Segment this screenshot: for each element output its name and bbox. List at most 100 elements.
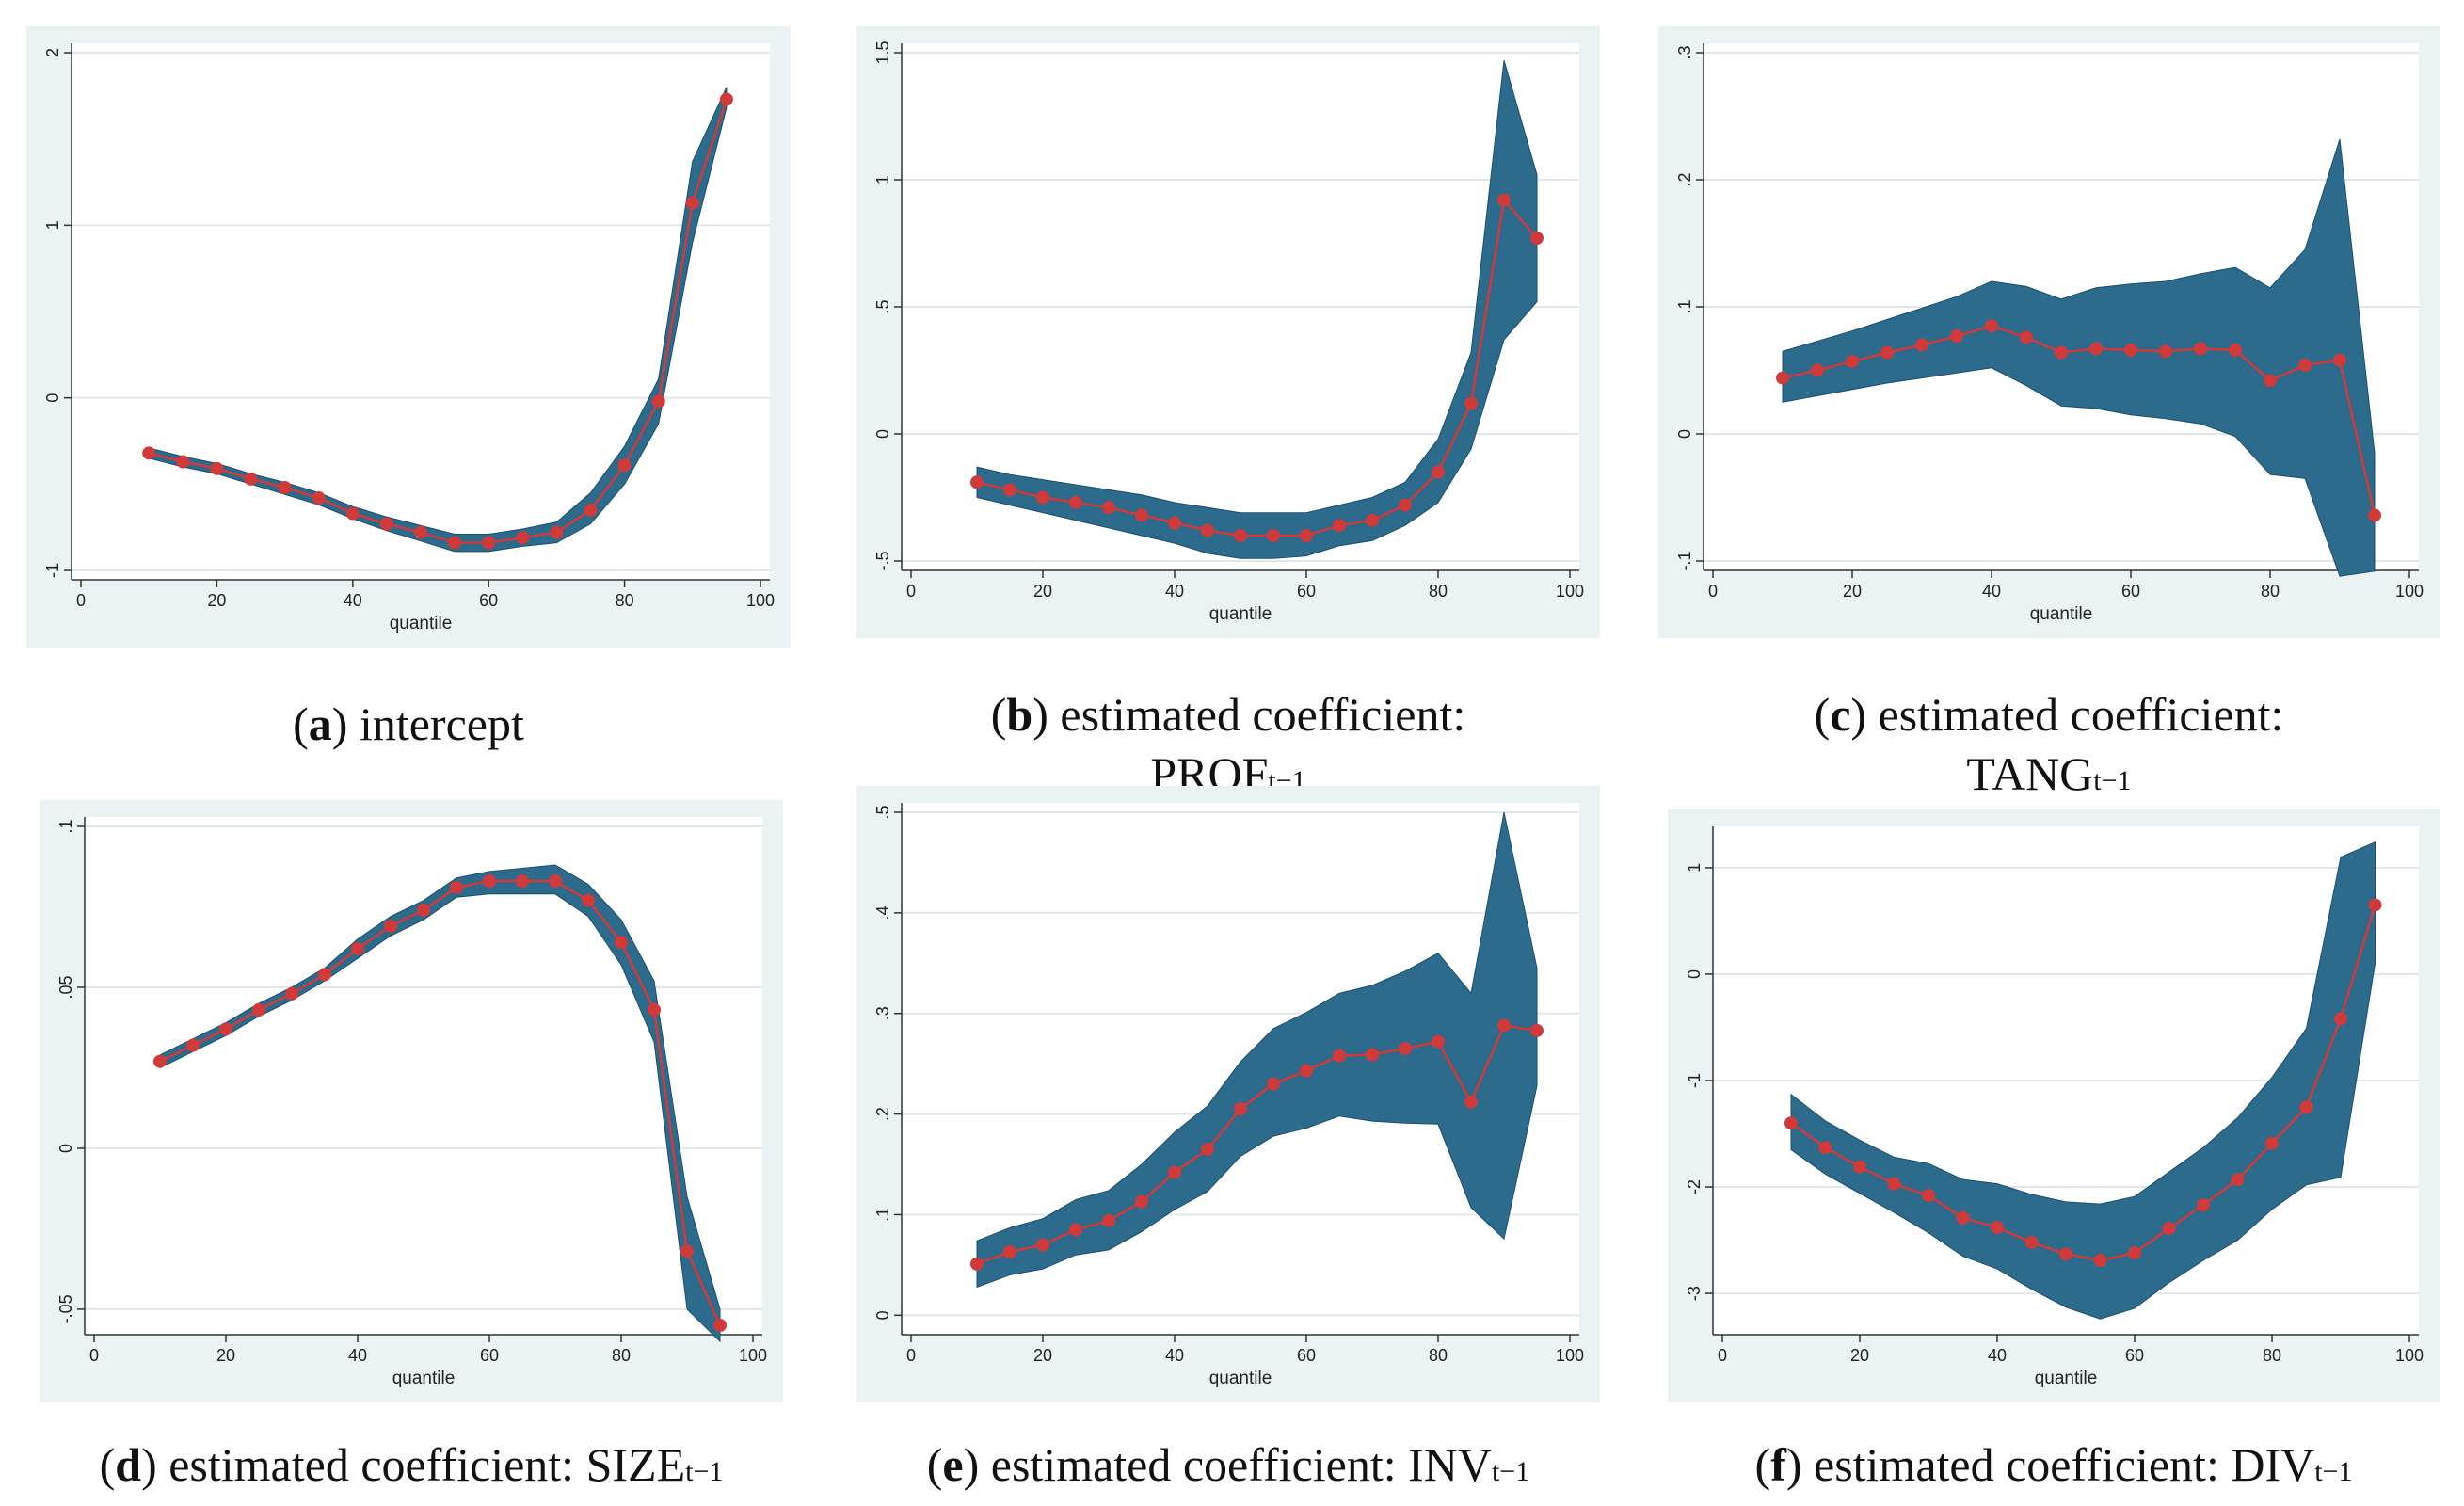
estimate-point bbox=[1956, 1210, 1970, 1225]
x-tick-label: 60 bbox=[1297, 582, 1316, 601]
x-tick-label: 20 bbox=[1033, 582, 1052, 601]
estimate-point bbox=[244, 472, 258, 486]
y-tick-label: .4 bbox=[873, 905, 892, 920]
y-tick-label: 0 bbox=[873, 429, 892, 439]
estimate-point bbox=[1333, 1049, 1346, 1063]
estimate-point bbox=[2124, 343, 2137, 357]
estimate-point bbox=[1234, 529, 1247, 542]
x-tick-label: 100 bbox=[1556, 1346, 1584, 1365]
chart-size: -.05 0 .05 .1 0 20 40 60 80 100 quantile bbox=[40, 800, 783, 1402]
x-tick-label: 60 bbox=[479, 591, 498, 610]
panel-size: -.05 0 .05 .1 0 20 40 60 80 100 quantile (d) estim… bbox=[40, 800, 783, 1491]
estimate-point bbox=[1399, 498, 1412, 512]
y-tick-label: 1 bbox=[1685, 863, 1704, 873]
caption-d: (d) estimated coefficient: SIZEt−1 bbox=[99, 1438, 724, 1491]
estimate-point bbox=[1497, 193, 1511, 207]
panel-intercept: -1 0 1 2 0 20 40 60 80 100 quantile (a) intercept bbox=[26, 26, 791, 750]
x-tick-label: 60 bbox=[2121, 582, 2140, 601]
y-tick-label: .3 bbox=[873, 1006, 892, 1020]
x-tick-label: 40 bbox=[1165, 1346, 1184, 1365]
x-tick-label: 20 bbox=[207, 591, 226, 610]
estimate-point bbox=[2333, 353, 2346, 367]
estimate-point bbox=[2368, 508, 2381, 522]
x-tick-label: 20 bbox=[216, 1346, 235, 1365]
x-tick-label: 40 bbox=[1982, 582, 2001, 601]
estimate-point bbox=[414, 525, 427, 539]
x-tick-label: 0 bbox=[1708, 582, 1718, 601]
y-tick-label: 0 bbox=[1675, 429, 1694, 439]
y-tick-label: .5 bbox=[873, 805, 892, 819]
estimate-point bbox=[2197, 1198, 2210, 1212]
y-tick-label: -3 bbox=[1685, 1286, 1704, 1301]
chart-prof: -.5 0 .5 1 1.5 0 20 40 60 80 100 quantile bbox=[856, 26, 1600, 638]
estimate-point bbox=[1950, 329, 1963, 344]
estimate-point bbox=[312, 491, 326, 505]
estimate-point bbox=[1784, 1116, 1798, 1130]
estimate-point bbox=[142, 446, 156, 460]
y-tick-label: 0 bbox=[873, 1310, 892, 1320]
estimate-point bbox=[318, 968, 331, 982]
estimate-point bbox=[680, 1244, 694, 1258]
estimate-point bbox=[516, 531, 530, 545]
x-axis-title: quantile bbox=[392, 1369, 456, 1388]
estimate-point bbox=[2162, 1222, 2176, 1236]
estimate-point bbox=[1069, 495, 1082, 509]
x-tick-label: 60 bbox=[1297, 1346, 1316, 1365]
estimate-point bbox=[2368, 898, 2382, 912]
y-tick-label: .2 bbox=[1675, 172, 1694, 186]
estimate-point bbox=[384, 920, 397, 933]
caption-a: (a) intercept bbox=[293, 697, 524, 750]
x-axis-title: quantile bbox=[2030, 604, 2093, 624]
estimate-point bbox=[2194, 342, 2207, 356]
x-tick-label: 20 bbox=[1850, 1346, 1869, 1365]
estimate-point bbox=[2334, 1012, 2347, 1026]
estimate-point bbox=[1333, 519, 1346, 533]
estimate-point bbox=[176, 455, 190, 469]
caption-e: (e) estimated coefficient: INVt−1 bbox=[926, 1438, 1530, 1491]
estimate-point bbox=[1530, 232, 1544, 246]
estimate-point bbox=[1003, 1244, 1016, 1258]
estimate-point bbox=[278, 481, 292, 494]
estimate-point bbox=[1530, 1023, 1544, 1037]
estimate-point bbox=[1464, 396, 1478, 410]
estimate-point bbox=[970, 1257, 984, 1271]
x-tick-label: 80 bbox=[616, 591, 634, 610]
y-tick-label: .1 bbox=[873, 1208, 892, 1222]
panel-tang: -.1 0 .1 .2 .3 0 20 40 60 80 100 quantile (c) estim… bbox=[1658, 26, 2440, 800]
x-tick-label: 100 bbox=[1556, 582, 1584, 601]
estimate-point bbox=[2265, 1136, 2279, 1150]
estimate-point bbox=[2264, 374, 2277, 388]
estimate-point bbox=[1776, 371, 1789, 385]
estimate-point bbox=[1497, 1018, 1511, 1033]
estimate-point bbox=[2093, 1254, 2107, 1268]
y-tick-label: 0 bbox=[1685, 969, 1704, 979]
x-tick-label: 40 bbox=[1988, 1346, 2007, 1365]
panel-div: -3 -2 -1 0 1 0 20 40 60 80 100 quantile (f) estimat… bbox=[1668, 809, 2440, 1491]
estimate-point bbox=[2229, 343, 2242, 357]
estimate-point bbox=[1432, 465, 1445, 479]
x-axis-title: quantile bbox=[1209, 1369, 1272, 1388]
estimate-point bbox=[345, 506, 360, 521]
x-tick-label: 40 bbox=[344, 591, 362, 610]
estimate-point bbox=[719, 92, 733, 106]
estimate-point bbox=[1366, 1048, 1379, 1062]
estimate-point bbox=[1880, 345, 1894, 360]
estimate-point bbox=[550, 525, 564, 539]
estimate-point bbox=[2059, 1247, 2072, 1261]
estimate-point bbox=[651, 394, 665, 409]
estimate-point bbox=[1168, 1165, 1181, 1179]
estimate-point bbox=[713, 1319, 727, 1332]
chart-tang: -.1 0 .1 .2 .3 0 20 40 60 80 100 quantile bbox=[1658, 26, 2440, 638]
x-tick-label: 80 bbox=[1429, 582, 1448, 601]
y-tick-label: 1.5 bbox=[873, 40, 892, 64]
estimate-point bbox=[516, 874, 529, 889]
plot-area bbox=[72, 43, 770, 580]
estimate-point bbox=[970, 475, 984, 489]
estimate-point bbox=[617, 458, 632, 473]
estimate-point bbox=[584, 503, 598, 517]
y-tick-label: .5 bbox=[873, 299, 892, 313]
y-tick-label: -1 bbox=[1685, 1073, 1704, 1088]
x-tick-label: 80 bbox=[2263, 1346, 2281, 1365]
